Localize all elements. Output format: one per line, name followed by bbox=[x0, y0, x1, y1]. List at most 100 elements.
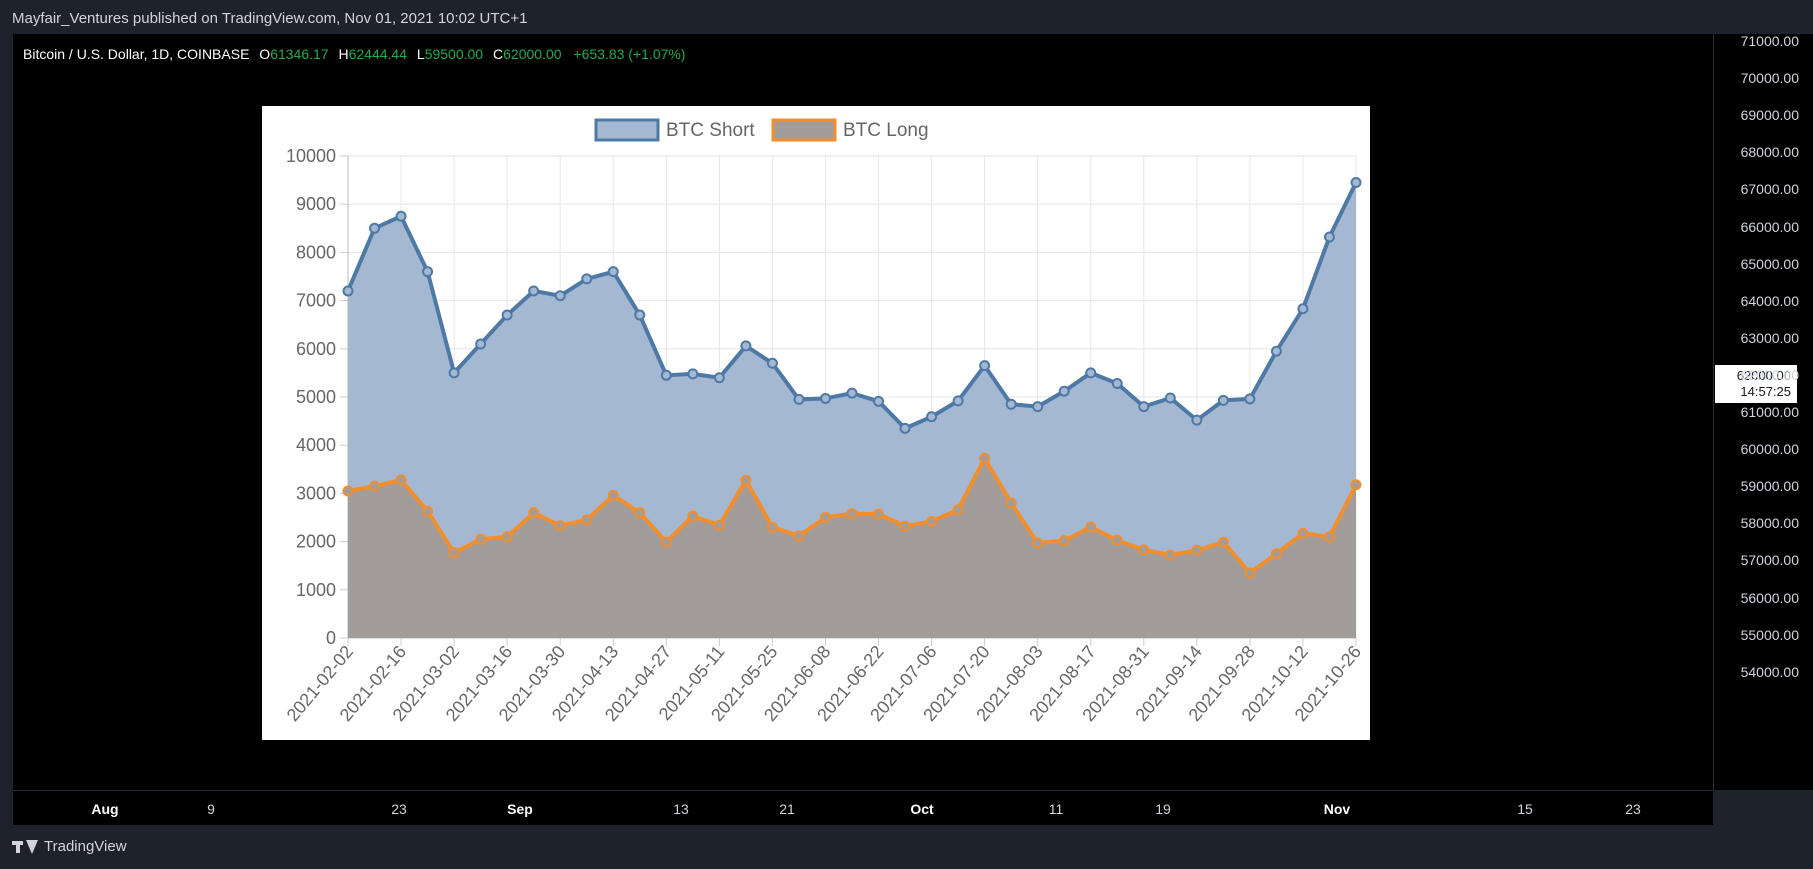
data-point bbox=[422, 266, 434, 278]
price-tick: 58000.00 bbox=[1740, 515, 1799, 532]
data-point bbox=[766, 521, 778, 533]
data-point bbox=[793, 530, 805, 542]
y-tick-label: 7000 bbox=[296, 291, 336, 311]
data-point bbox=[1032, 537, 1044, 549]
data-point bbox=[1058, 535, 1070, 547]
data-point bbox=[528, 507, 540, 519]
time-tick: 21 bbox=[779, 801, 795, 817]
data-point bbox=[766, 357, 778, 369]
y-tick-label: 9000 bbox=[296, 194, 336, 214]
y-tick-label: 1000 bbox=[296, 580, 336, 600]
legend-swatch-0 bbox=[594, 118, 660, 142]
symbol-name[interactable]: Bitcoin / U.S. Dollar, 1D, COINBASE bbox=[23, 46, 250, 62]
data-point bbox=[422, 505, 434, 517]
price-tick: 57000.00 bbox=[1740, 552, 1799, 569]
data-point bbox=[1191, 544, 1203, 556]
change-value: +653.83 (+1.07%) bbox=[573, 46, 686, 62]
chart-svg: 0 1000 2000 3000 4000 5000 6000 7000 8000 9000 100… bbox=[283, 118, 1365, 725]
data-point bbox=[475, 533, 487, 545]
open-value: 61346.17 bbox=[270, 46, 329, 62]
data-point bbox=[607, 266, 619, 278]
time-axis[interactable]: Aug 9 23 Sep 13 21 Oct 11 19 Nov 15 23 bbox=[13, 790, 1713, 825]
data-point bbox=[634, 309, 646, 321]
price-tick: 55000.00 bbox=[1740, 626, 1799, 643]
price-tick: 64000.00 bbox=[1740, 292, 1799, 309]
data-point bbox=[952, 504, 964, 516]
close-key: C bbox=[493, 46, 504, 62]
price-tick: 71000.00 bbox=[1740, 33, 1799, 49]
data-point bbox=[1244, 393, 1256, 405]
data-point bbox=[1111, 378, 1123, 390]
data-point bbox=[1350, 177, 1362, 189]
close-value: 62000.00 bbox=[503, 46, 562, 62]
data-point bbox=[899, 520, 911, 532]
data-point bbox=[846, 508, 858, 520]
data-point bbox=[554, 290, 566, 302]
low-key: L bbox=[416, 46, 425, 62]
time-tick: 9 bbox=[207, 801, 215, 817]
data-point bbox=[873, 508, 885, 520]
y-tick-label: 4000 bbox=[296, 435, 336, 455]
time-tick: Oct bbox=[910, 801, 934, 817]
data-point bbox=[342, 485, 354, 497]
price-tick: 54000.00 bbox=[1740, 663, 1799, 680]
data-point bbox=[740, 474, 752, 486]
symbol-legend: Bitcoin / U.S. Dollar, 1D, COINBASE O613… bbox=[23, 46, 686, 62]
time-tick: 19 bbox=[1155, 801, 1171, 817]
data-point bbox=[873, 395, 885, 407]
data-point bbox=[369, 222, 381, 234]
data-point bbox=[926, 411, 938, 423]
price-tick: 67000.00 bbox=[1740, 181, 1799, 198]
data-point bbox=[1138, 401, 1150, 413]
data-point bbox=[1270, 548, 1282, 560]
time-tick: Nov bbox=[1323, 801, 1351, 817]
data-point bbox=[660, 536, 672, 548]
data-point bbox=[1323, 231, 1335, 243]
data-point bbox=[1058, 385, 1070, 397]
tradingview-brand[interactable]: TradingView bbox=[12, 838, 127, 855]
price-tick: 65000.00 bbox=[1740, 255, 1799, 272]
y-tick-label: 6000 bbox=[296, 339, 336, 359]
btc-long-short-chart: 0 1000 2000 3000 4000 5000 6000 7000 8000 9000 100… bbox=[262, 106, 1370, 740]
data-point bbox=[1138, 544, 1150, 556]
legend-label: BTC Long bbox=[843, 120, 929, 141]
data-point bbox=[660, 369, 672, 381]
data-point bbox=[554, 520, 566, 532]
data-point bbox=[713, 372, 725, 384]
footer: TradingView bbox=[0, 825, 1813, 869]
y-tick-label: 2000 bbox=[296, 532, 336, 552]
data-point bbox=[581, 514, 593, 526]
time-tick: Sep bbox=[507, 801, 533, 817]
y-tick-label: 5000 bbox=[296, 387, 336, 407]
time-tick: 11 bbox=[1048, 801, 1064, 817]
data-point bbox=[1191, 414, 1203, 426]
data-point bbox=[1005, 497, 1017, 509]
data-point bbox=[687, 368, 699, 380]
data-point bbox=[475, 338, 487, 350]
legend-swatch-1 bbox=[771, 118, 837, 142]
time-tick: Aug bbox=[91, 801, 119, 817]
data-point bbox=[342, 285, 354, 297]
data-point bbox=[926, 515, 938, 527]
price-axis[interactable]: 62000.00 14:57:25 71000.00 70000.00 69000.… bbox=[1713, 33, 1813, 790]
data-point bbox=[1085, 521, 1097, 533]
low-value: 59500.00 bbox=[424, 46, 484, 62]
y-tick-label: 0 bbox=[326, 628, 336, 648]
high-key: H bbox=[338, 46, 349, 62]
price-tick: 63000.00 bbox=[1740, 329, 1799, 346]
data-point bbox=[979, 360, 991, 372]
data-point bbox=[819, 512, 831, 523]
data-point bbox=[501, 309, 513, 321]
data-point bbox=[713, 519, 725, 531]
open-key: O bbox=[259, 46, 271, 62]
publish-header: Mayfair_Ventures published on TradingVie… bbox=[0, 0, 1813, 34]
data-point bbox=[979, 452, 991, 464]
price-tick: 61000.00 bbox=[1740, 404, 1799, 420]
price-tick: 60000.00 bbox=[1740, 441, 1799, 458]
tradingview-logo-icon bbox=[12, 839, 38, 855]
data-point bbox=[528, 285, 540, 297]
data-point bbox=[1323, 531, 1335, 543]
price-tick: 70000.00 bbox=[1740, 70, 1799, 87]
y-tick-label: 3000 bbox=[296, 483, 336, 503]
data-point bbox=[1350, 479, 1362, 491]
